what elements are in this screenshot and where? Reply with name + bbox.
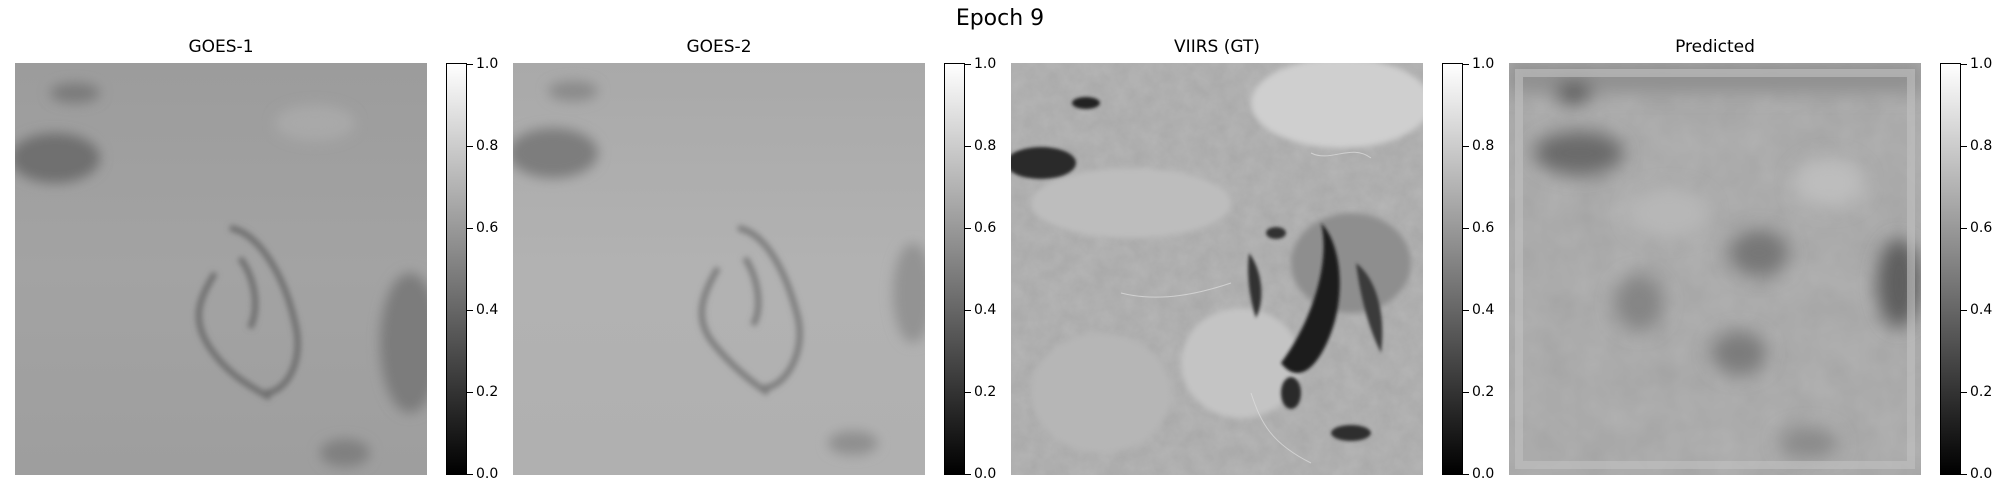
predicted-image [1509, 63, 1921, 475]
colorbar-tick-label: 0.8 [1970, 138, 1993, 154]
colorbar-tick-label: 0.0 [1970, 466, 1993, 482]
colorbar-tick-label: 0.4 [476, 302, 499, 318]
colorbar-tick-label: 0.2 [1970, 384, 1993, 400]
colorbar-tick-label: 0.8 [476, 138, 499, 154]
panel-title: VIIRS (GT) [1174, 37, 1260, 57]
figure-title: Epoch 9 [955, 6, 1045, 31]
colorbar [1940, 63, 1961, 475]
colorbar-tick-label: 0.0 [1472, 466, 1495, 482]
colorbar-tick-label: 0.6 [974, 220, 997, 236]
panel-predicted: Predicted [1494, 36, 1992, 496]
colorbar-tick-label: 0.6 [1472, 220, 1495, 236]
goes-1-image [15, 63, 427, 475]
colorbar-tick-label: 1.0 [1970, 56, 1993, 72]
viirs-gt-image [1011, 63, 1423, 475]
colorbar-tick-label: 1.0 [1472, 56, 1495, 72]
colorbar-tick-label: 0.6 [1970, 220, 1993, 236]
colorbar-tick-label: 0.8 [1472, 138, 1495, 154]
goes-2-image [513, 63, 925, 475]
panel-title: Predicted [1675, 37, 1755, 57]
colorbar-tick-label: 1.0 [476, 56, 499, 72]
panel-title: GOES-1 [188, 37, 254, 57]
colorbar-tick-label: 0.4 [974, 302, 997, 318]
colorbar-tick-label: 0.2 [1472, 384, 1495, 400]
colorbar-tick-label: 0.4 [1970, 302, 1993, 318]
colorbar-tick-label: 0.2 [974, 384, 997, 400]
colorbar [446, 63, 467, 475]
colorbar-tick-label: 0.4 [1472, 302, 1495, 318]
panel-title: GOES-2 [686, 37, 752, 57]
colorbar [944, 63, 965, 475]
colorbar [1442, 63, 1463, 475]
colorbar-tick-label: 1.0 [974, 56, 997, 72]
colorbar-tick-label: 0.0 [476, 466, 499, 482]
colorbar-tick-label: 0.0 [974, 466, 997, 482]
colorbar-tick-label: 0.2 [476, 384, 499, 400]
panel-viirs-gt: VIIRS (GT) [996, 36, 1494, 496]
panel-goes-2: GOES-2 [498, 36, 996, 496]
colorbar-tick-label: 0.6 [476, 220, 499, 236]
panel-goes-1: GOES-1 [0, 36, 498, 496]
colorbar-tick-label: 0.8 [974, 138, 997, 154]
